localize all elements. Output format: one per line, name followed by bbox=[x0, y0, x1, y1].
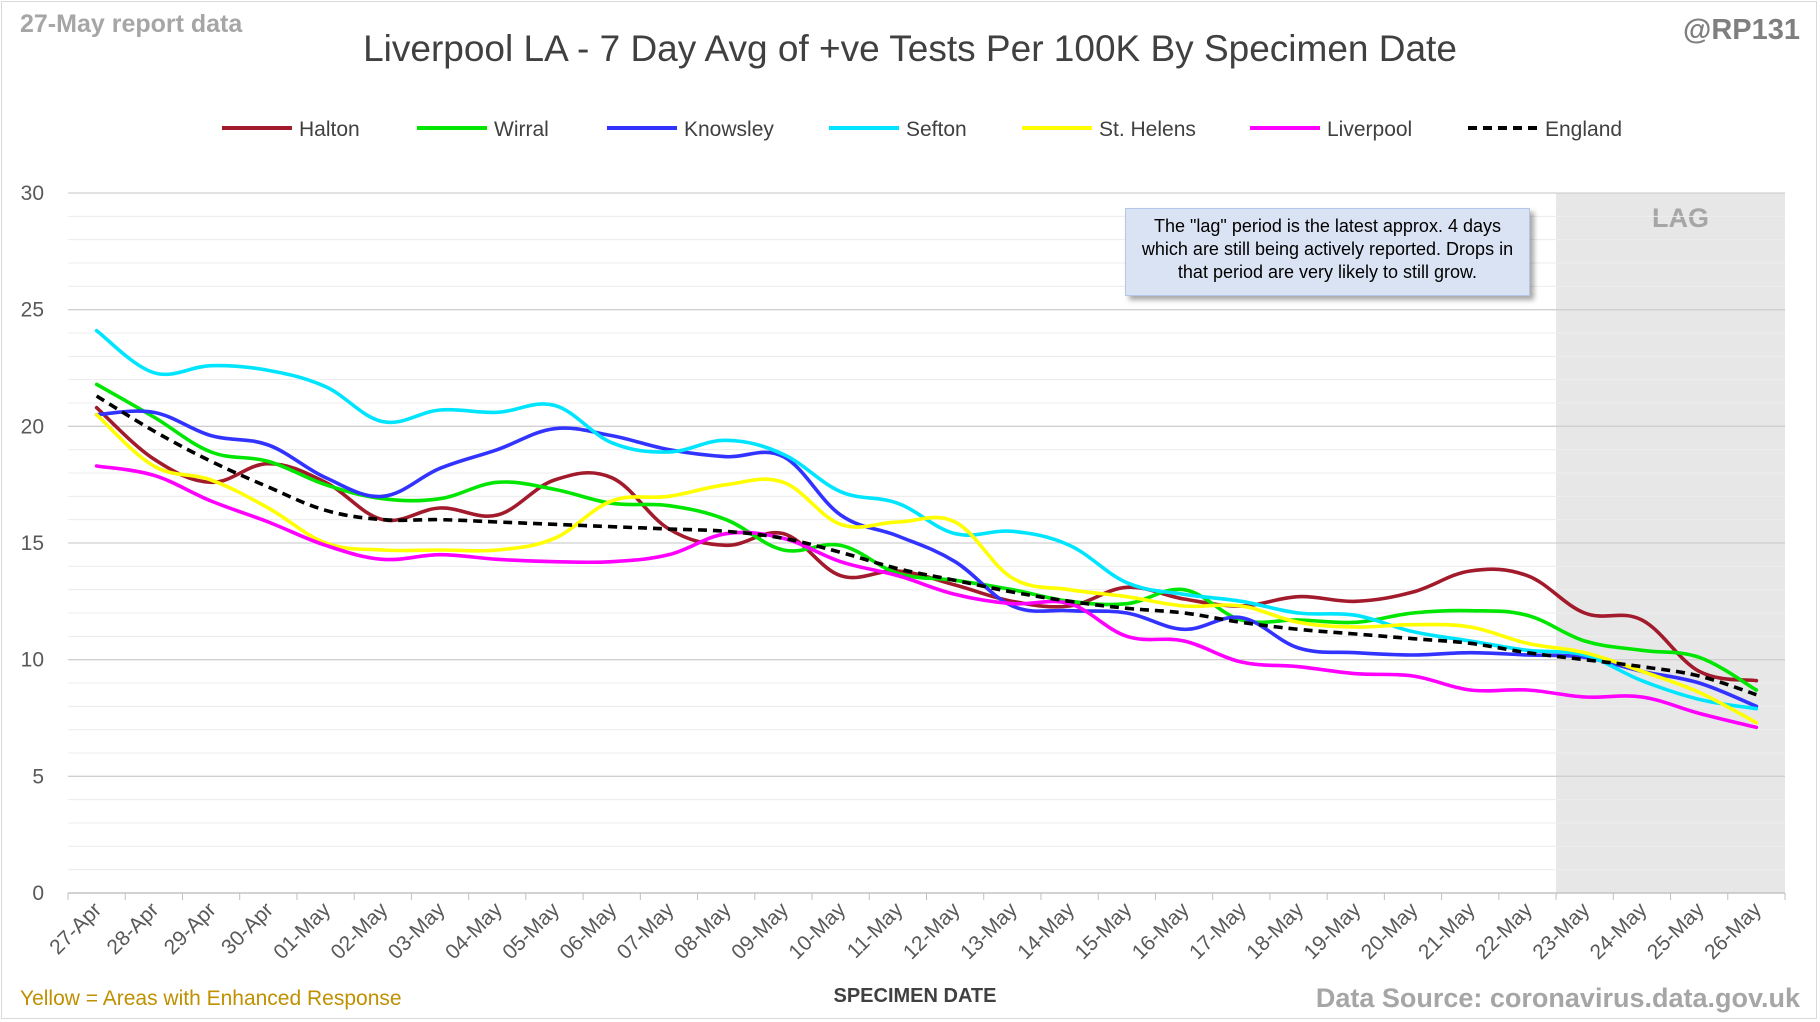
x-tick-label: 20-May bbox=[1357, 898, 1423, 964]
y-tick-label: 25 bbox=[21, 299, 44, 322]
legend-label-wirral: Wirral bbox=[494, 118, 549, 141]
data-source: Data Source: coronavirus.data.gov.uk bbox=[1315, 983, 1800, 1013]
x-tick-label: 12-May bbox=[899, 898, 965, 964]
series-line-england bbox=[95, 394, 1757, 697]
legend-label-halton: Halton bbox=[299, 118, 360, 141]
x-tick-label: 16-May bbox=[1128, 898, 1194, 964]
x-tick-label: 23-May bbox=[1528, 898, 1594, 964]
x-tick-label: 07-May bbox=[613, 898, 679, 964]
x-tick-label: 05-May bbox=[498, 898, 564, 964]
series-line-wirral bbox=[94, 382, 1759, 692]
footer-note: Yellow = Areas with Enhanced Response bbox=[20, 987, 402, 1010]
x-tick-label: 04-May bbox=[441, 898, 507, 964]
legend-label-knowsley: Knowsley bbox=[684, 118, 774, 141]
legend-label-st-helens: St. Helens bbox=[1099, 118, 1196, 141]
series-line-st-helens bbox=[94, 412, 1759, 725]
series-line-halton bbox=[94, 405, 1759, 683]
x-tick-label: 19-May bbox=[1300, 898, 1366, 964]
x-tick-label: 29-Apr bbox=[160, 898, 221, 959]
x-tick-label: 24-May bbox=[1586, 898, 1652, 964]
y-tick-label: 10 bbox=[21, 649, 44, 672]
y-tick-label: 15 bbox=[21, 532, 44, 555]
series-line-sefton bbox=[94, 328, 1759, 711]
x-tick-label: 15-May bbox=[1071, 898, 1137, 964]
x-tick-label: 30-Apr bbox=[217, 898, 278, 959]
x-axis-title: SPECIMEN DATE bbox=[833, 985, 997, 1007]
y-tick-label: 0 bbox=[32, 882, 44, 905]
x-tick-label: 09-May bbox=[727, 898, 793, 964]
lag-label: LAG bbox=[1652, 203, 1709, 233]
y-tick-label: 20 bbox=[21, 415, 44, 438]
series-line-liverpool bbox=[94, 464, 1759, 730]
chart-title: Liverpool LA - 7 Day Avg of +ve Tests Pe… bbox=[363, 28, 1457, 69]
legend-label-liverpool: Liverpool bbox=[1327, 118, 1412, 141]
x-tick-label: 08-May bbox=[670, 898, 736, 964]
report-date: 27-May report data bbox=[20, 10, 243, 38]
x-tick-label: 28-Apr bbox=[103, 898, 164, 959]
x-tick-label: 02-May bbox=[327, 898, 393, 964]
x-tick-label: 14-May bbox=[1013, 898, 1079, 964]
x-tick-label: 25-May bbox=[1643, 898, 1709, 964]
x-tick-label: 17-May bbox=[1185, 898, 1251, 964]
legend-label-sefton: Sefton bbox=[906, 118, 967, 141]
y-tick-label: 5 bbox=[32, 765, 44, 788]
y-tick-label: 30 bbox=[21, 182, 44, 205]
series-line-knowsley bbox=[94, 409, 1759, 709]
x-tick-label: 27-Apr bbox=[45, 898, 106, 959]
x-tick-label: 01-May bbox=[269, 898, 335, 964]
x-tick-label: 03-May bbox=[384, 898, 450, 964]
x-tick-label: 22-May bbox=[1471, 898, 1537, 964]
lag-note-box: The "lag" period is the latest approx. 4… bbox=[1125, 208, 1530, 296]
x-tick-label: 11-May bbox=[843, 898, 908, 963]
x-tick-label: 10-May bbox=[784, 898, 850, 964]
legend-label-england: England bbox=[1545, 118, 1622, 141]
x-tick-label: 26-May bbox=[1700, 898, 1766, 964]
x-tick-label: 18-May bbox=[1242, 898, 1308, 964]
author-handle: @RP131 bbox=[1683, 14, 1800, 46]
x-tick-label: 21-May bbox=[1414, 898, 1480, 964]
x-tick-label: 06-May bbox=[555, 898, 621, 964]
x-tick-label: 13-May bbox=[956, 898, 1022, 964]
